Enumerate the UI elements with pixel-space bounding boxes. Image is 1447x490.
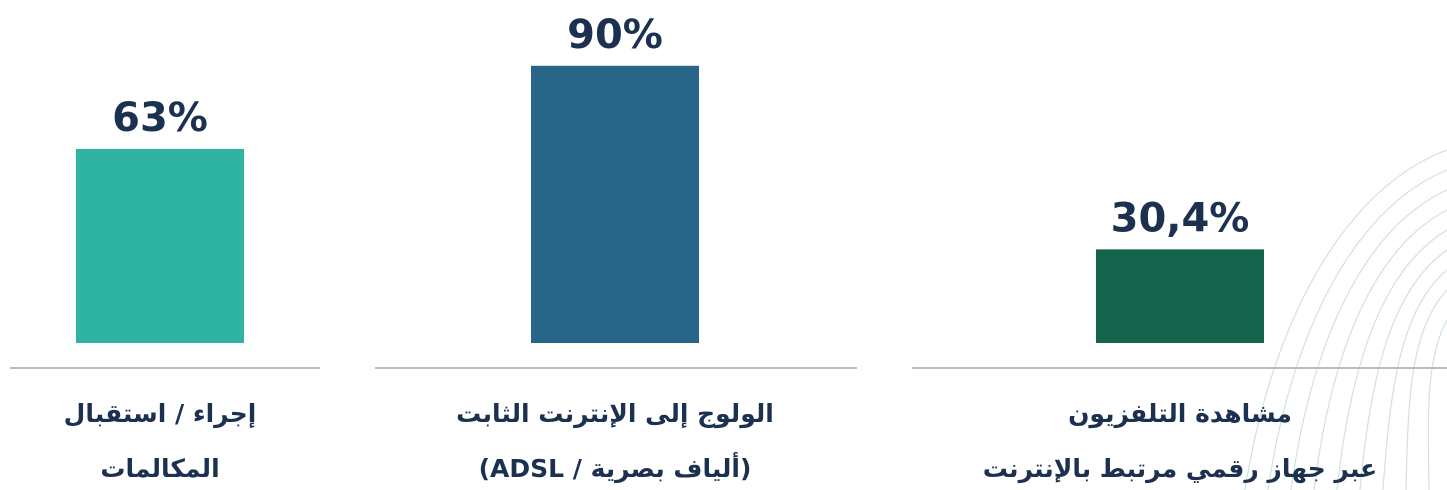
value-label: 30,4% <box>1111 195 1250 241</box>
category-label: عبر جهاز رقمي مرتبط بالإنترنت <box>983 454 1378 484</box>
category-label: المكالمات <box>100 454 219 483</box>
category-label: مشاهدة التلفزيون <box>1068 399 1292 429</box>
bar <box>76 149 244 343</box>
category-label: (ألياف بصرية / ADSL) <box>479 452 752 484</box>
value-label: 63% <box>112 95 208 141</box>
chart: 63% إجراء / استقبال المكالمات 90% الولوج إلى… <box>0 0 1447 490</box>
bar <box>531 66 699 343</box>
decorative-arcs <box>1245 150 1447 490</box>
category-label: الولوج إلى الإنترنت الثابت <box>456 399 774 429</box>
category-label: إجراء / استقبال <box>64 399 257 429</box>
bar <box>1096 249 1264 343</box>
value-label: 90% <box>567 12 663 58</box>
